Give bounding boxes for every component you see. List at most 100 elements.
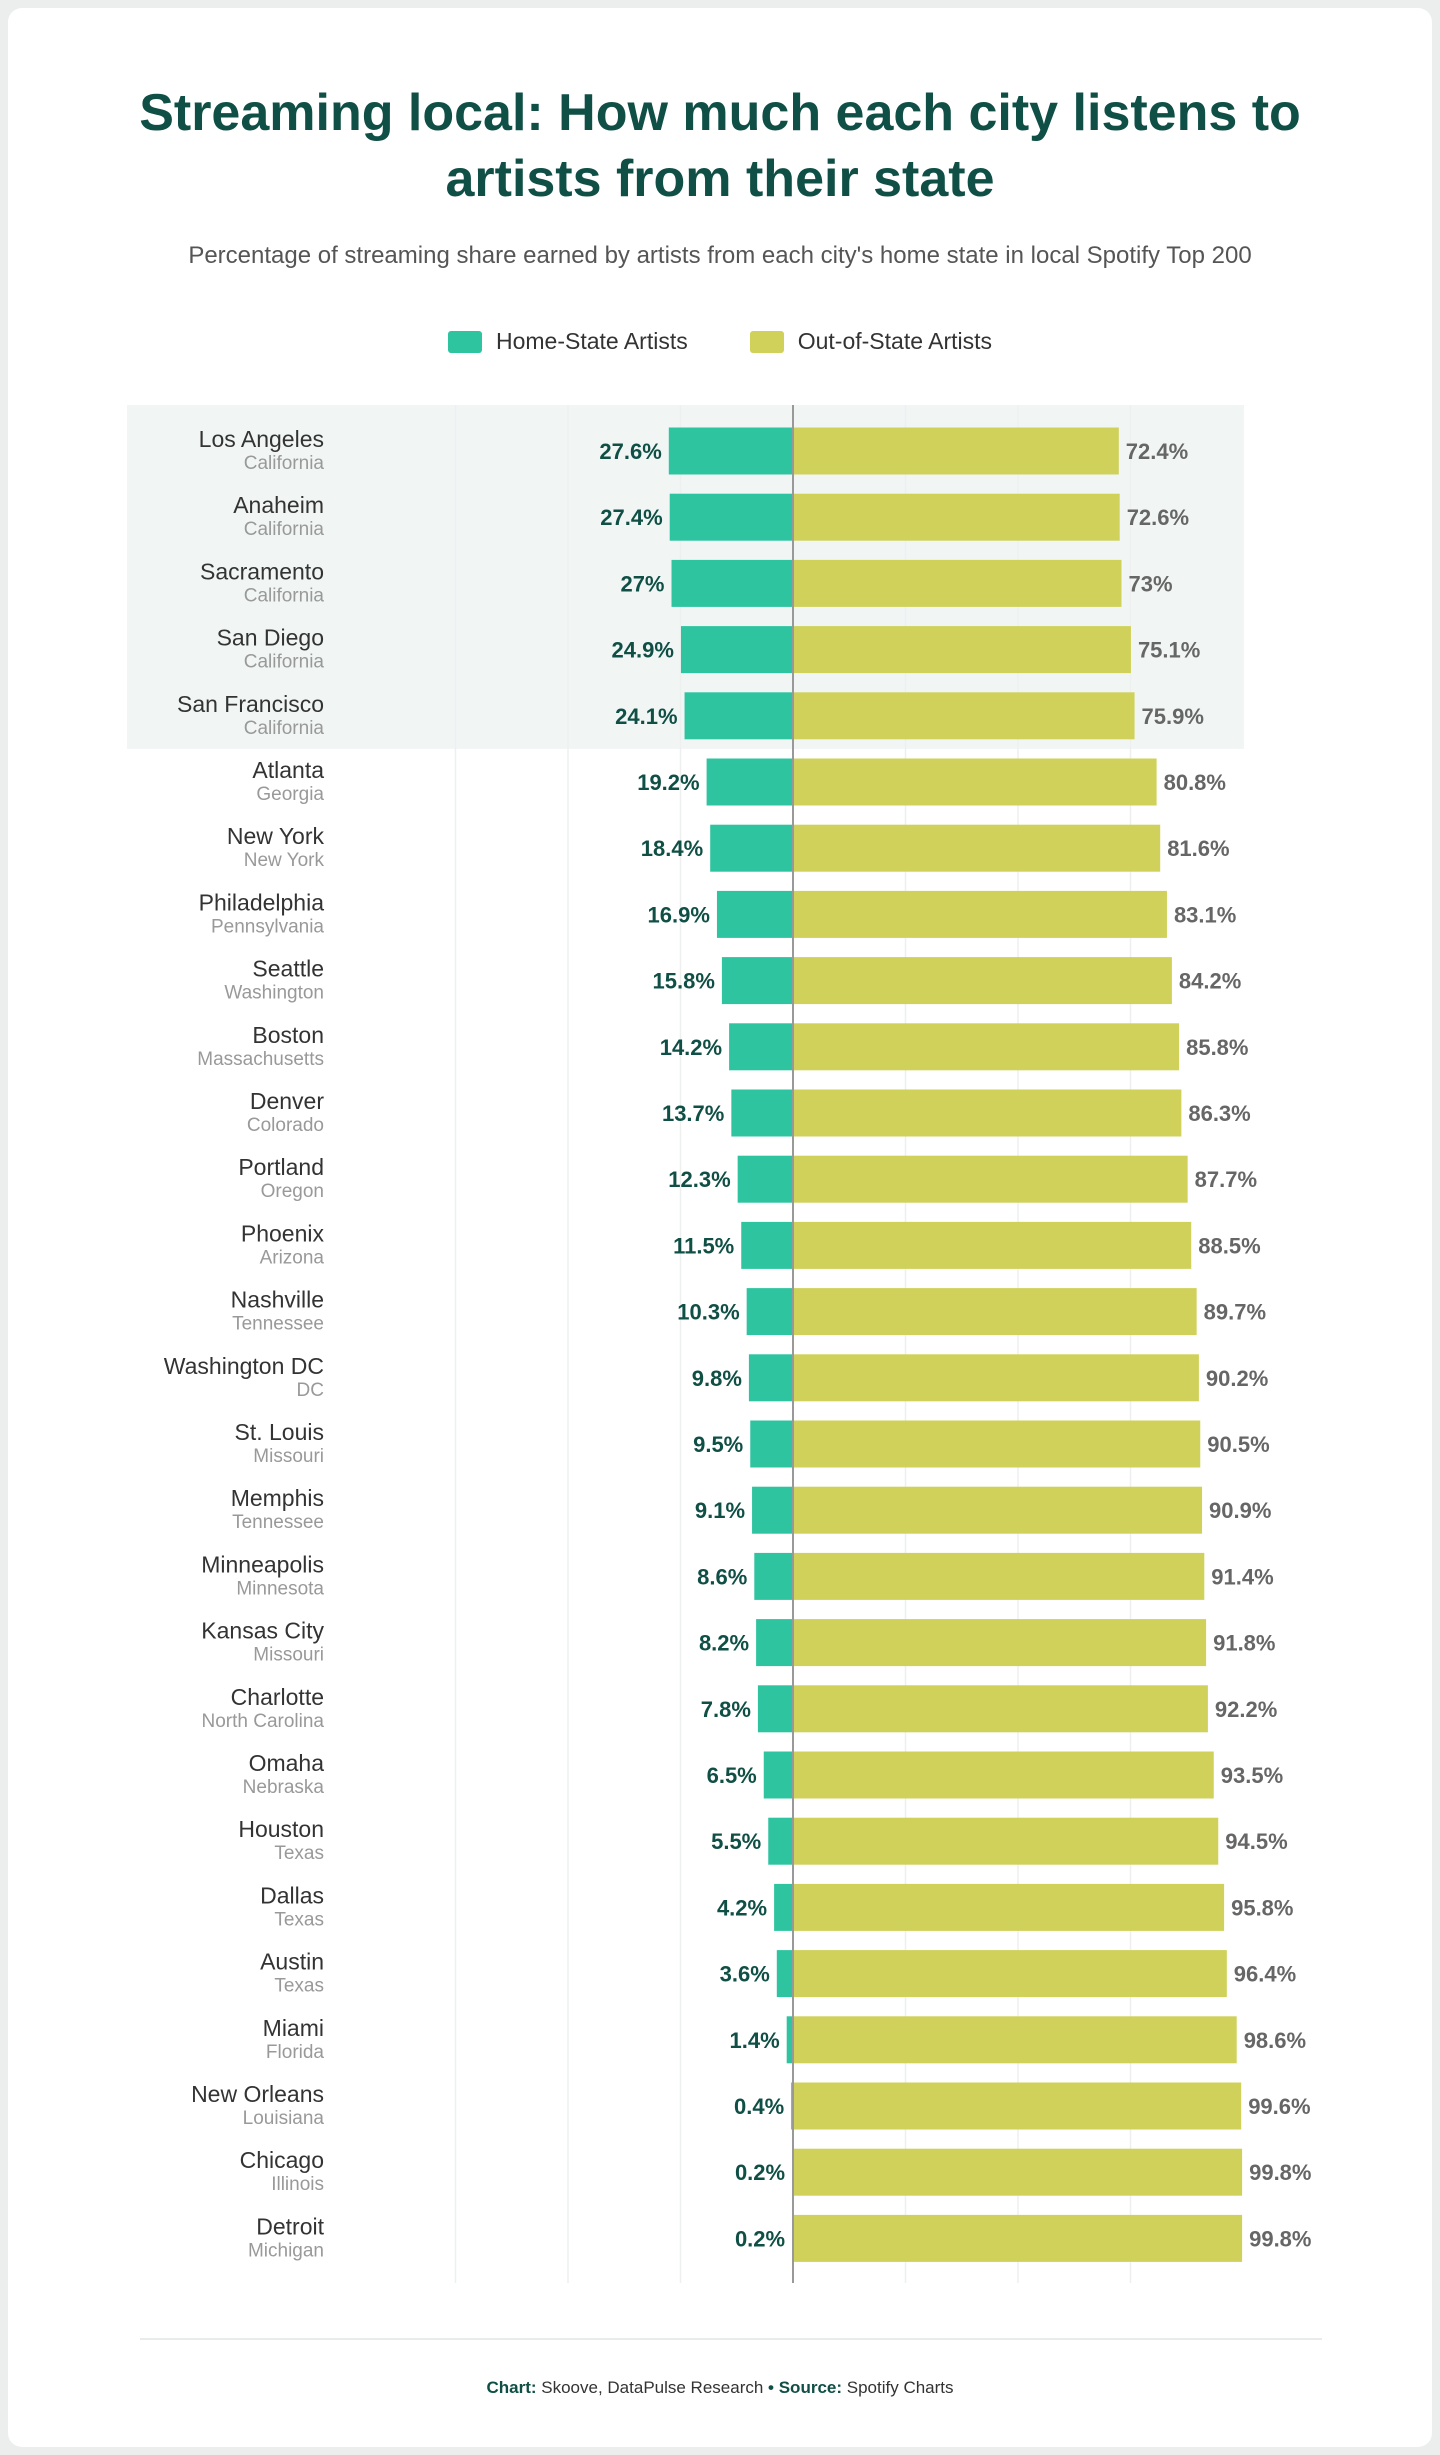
legend-item-out: Out-of-State Artists: [749, 328, 993, 355]
city-label: Seattle: [252, 956, 324, 982]
state-label: New York: [244, 850, 325, 871]
value-label-home: 11.5%: [673, 1233, 734, 1258]
value-label-out: 95.8%: [1231, 1895, 1293, 1920]
value-label-out: 94.5%: [1225, 1829, 1287, 1854]
bar-out: [793, 1420, 1201, 1468]
value-label-out: 87.7%: [1195, 1167, 1257, 1192]
value-label-home: 24.1%: [615, 704, 677, 729]
footer-chart-value: Skoove, DataPulse Research: [536, 2378, 769, 2397]
value-label-out: 83.1%: [1174, 902, 1236, 927]
bar-out: [793, 1883, 1225, 1931]
value-label-out: 85.8%: [1186, 1035, 1248, 1060]
bar-out: [793, 758, 1157, 806]
value-label-home: 10.3%: [677, 1300, 739, 1325]
value-label-home: 0.2%: [735, 2160, 785, 2185]
city-label: New York: [227, 823, 325, 849]
city-label: Atlanta: [252, 757, 324, 783]
bar-home: [741, 1221, 793, 1269]
value-label-out: 90.5%: [1207, 1432, 1269, 1457]
bar-out: [793, 890, 1167, 938]
bar-out: [793, 626, 1131, 674]
bar-home: [731, 1089, 793, 1137]
state-label: Florida: [266, 2042, 325, 2063]
value-label-home: 13.7%: [662, 1101, 724, 1126]
bar-home: [786, 2016, 793, 2064]
city-label: Sacramento: [200, 558, 324, 584]
city-label: Houston: [238, 1816, 324, 1842]
city-label: Los Angeles: [199, 426, 324, 452]
value-label-home: 0.4%: [734, 2094, 784, 2119]
city-label: San Francisco: [177, 691, 324, 717]
state-label: Texas: [274, 1976, 324, 1997]
bar-out: [793, 1950, 1227, 1998]
city-label: Chicago: [240, 2147, 324, 2173]
value-label-out: 96.4%: [1234, 1962, 1296, 1987]
value-label-out: 86.3%: [1188, 1101, 1250, 1126]
value-label-out: 91.4%: [1211, 1564, 1273, 1589]
state-label: Missouri: [253, 1446, 324, 1467]
bar-out: [793, 2016, 1237, 2064]
value-label-home: 27%: [620, 571, 664, 596]
state-label: Arizona: [260, 1247, 325, 1268]
value-label-out: 90.9%: [1209, 1498, 1271, 1523]
state-label: California: [244, 718, 325, 739]
value-label-home: 5.5%: [711, 1829, 761, 1854]
value-label-out: 75.9%: [1142, 704, 1204, 729]
city-label: New Orleans: [191, 2081, 324, 2107]
value-label-out: 72.6%: [1127, 505, 1189, 530]
title-line-2: artists from their state: [445, 150, 995, 208]
state-label: Tennessee: [232, 1314, 324, 1335]
value-label-home: 9.1%: [695, 1498, 745, 1523]
bar-home: [754, 1552, 793, 1600]
bar-out: [793, 1155, 1188, 1203]
bar-out: [793, 2082, 1242, 2130]
city-label: Denver: [250, 1088, 324, 1114]
bar-out: [793, 1552, 1205, 1600]
value-label-home: 7.8%: [701, 1697, 751, 1722]
value-label-home: 3.6%: [720, 1962, 770, 1987]
city-label: Anaheim: [233, 492, 324, 518]
value-label-home: 27.4%: [600, 505, 662, 530]
state-label: Colorado: [247, 1115, 324, 1136]
bar-out: [793, 559, 1122, 607]
bar-home: [706, 758, 793, 806]
city-label: Portland: [238, 1154, 324, 1180]
state-label: California: [244, 519, 325, 540]
bar-out: [793, 1751, 1214, 1799]
bar-home: [737, 1155, 793, 1203]
bar-home: [680, 626, 793, 674]
value-label-out: 92.2%: [1215, 1697, 1277, 1722]
value-label-home: 24.9%: [612, 638, 674, 663]
bar-out: [793, 2148, 1243, 2196]
bar-out: [793, 1685, 1208, 1733]
bar-out: [793, 957, 1172, 1005]
footer-credits: Chart: Skoove, DataPulse Research • Sour…: [0, 2378, 1440, 2398]
bar-home: [716, 890, 793, 938]
city-label: Dallas: [260, 1882, 324, 1908]
bar-home: [721, 957, 793, 1005]
state-label: Texas: [274, 1909, 324, 1930]
chart-title: Streaming local: How much each city list…: [0, 80, 1440, 212]
city-label: Nashville: [231, 1287, 324, 1313]
footer-source-label: Source:: [774, 2378, 843, 2397]
bar-out: [793, 1288, 1197, 1336]
bar-out: [793, 1354, 1199, 1402]
value-label-home: 8.6%: [697, 1564, 747, 1589]
bar-home: [756, 1619, 793, 1667]
city-label: Miami: [263, 2015, 324, 2041]
value-label-home: 8.2%: [699, 1631, 749, 1656]
state-label: California: [244, 652, 325, 673]
footer-chart-label: Chart:: [486, 2378, 537, 2397]
value-label-home: 1.4%: [730, 2028, 780, 2053]
value-label-home: 27.6%: [599, 439, 661, 464]
footer-divider: [140, 2338, 1322, 2340]
state-label: California: [244, 585, 325, 606]
bar-home: [748, 1354, 793, 1402]
legend-label-out: Out-of-State Artists: [797, 328, 993, 354]
city-label: Boston: [252, 1022, 324, 1048]
state-label: Tennessee: [232, 1512, 324, 1533]
state-label: Illinois: [271, 2174, 324, 2195]
chart-subtitle: Percentage of streaming share earned by …: [188, 242, 1252, 269]
city-label: St. Louis: [235, 1419, 325, 1445]
title-line-1: Streaming local: How much each city list…: [139, 84, 1301, 142]
